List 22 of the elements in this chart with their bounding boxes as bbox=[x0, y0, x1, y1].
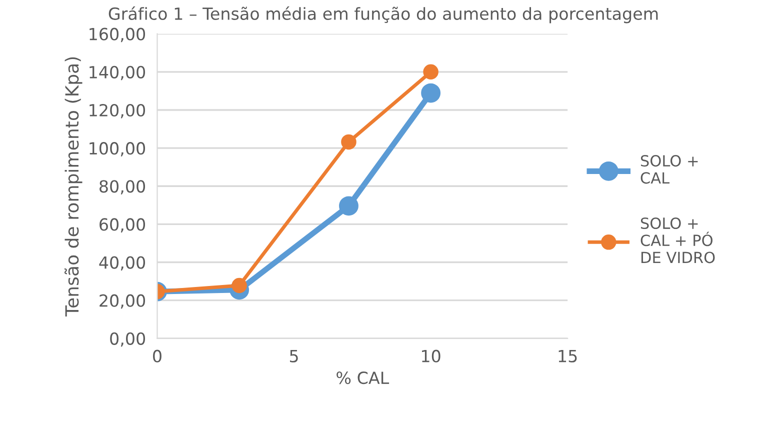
y-tick-label: 0,00 bbox=[110, 332, 146, 347]
y-tick-label: 100,00 bbox=[90, 142, 146, 156]
legend-label: SOLO + CAL bbox=[640, 155, 698, 184]
x-tick-label: 10 bbox=[422, 350, 440, 362]
x-tick-label: 0 bbox=[153, 350, 162, 362]
chart-title: Gráfico 1 – Tensão média em função do aumento da porcentagem bbox=[108, 6, 658, 24]
y-tick-label: 20,00 bbox=[100, 294, 146, 309]
point bbox=[421, 83, 441, 103]
y-tick-label: 120,00 bbox=[90, 104, 146, 118]
y-tick-label: 40,00 bbox=[99, 256, 146, 271]
y-tick-label: 80,00 bbox=[100, 180, 146, 194]
x-tick-label: 15 bbox=[558, 350, 577, 362]
x-axis-title: % CAL bbox=[336, 371, 390, 384]
point bbox=[423, 64, 438, 80]
point bbox=[339, 196, 358, 216]
y-tick-label: 60,00 bbox=[100, 218, 146, 232]
y-tick-label: 140,00 bbox=[90, 66, 146, 80]
legend-label: SOLO + CAL + PÓ DE VIDRO bbox=[640, 217, 715, 264]
x-tick-label: 5 bbox=[290, 350, 298, 362]
point bbox=[341, 134, 356, 150]
y-tick-label: 160,00 bbox=[90, 28, 146, 42]
y-axis-title: Tensão de rompimento (Kpa) bbox=[64, 57, 82, 317]
